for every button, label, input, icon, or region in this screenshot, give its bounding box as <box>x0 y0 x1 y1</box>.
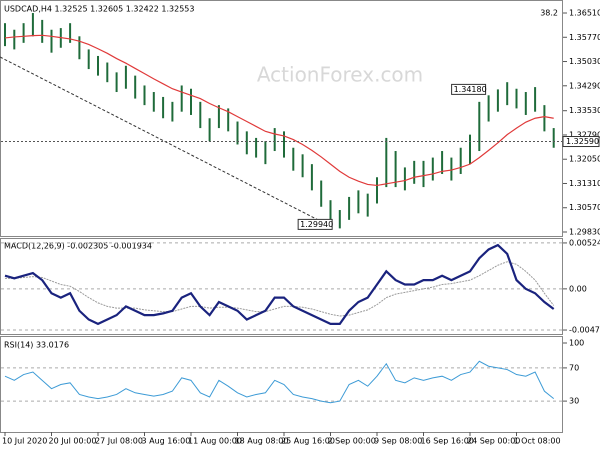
annotation: 1.34180 <box>454 85 487 94</box>
x-tick-label: 16 Sep 16:00 <box>421 437 474 446</box>
x-tick-label: 25 Aug 16:00 <box>281 437 335 446</box>
x-tick-label: 2 Sep 00:00 <box>328 437 376 446</box>
x-tick-label: 18 Aug 08:00 <box>235 437 289 446</box>
current-price-box <box>562 136 600 148</box>
y-tick-label: 1.30570 <box>569 203 600 212</box>
macd-panel <box>0 238 563 335</box>
y-tick-label: 30 <box>569 397 579 406</box>
moving-average <box>4 34 554 187</box>
y-tick-label: 1.32050 <box>569 155 600 164</box>
y-tick-label: 1.29830 <box>569 228 600 237</box>
y-tick-label: 1.33530 <box>569 106 600 115</box>
x-tick-label: 1 Oct 08:00 <box>514 437 561 446</box>
y-tick-label: -0.0047 <box>569 326 600 335</box>
annotation-box <box>451 83 487 95</box>
level-marker: 38.2 <box>540 9 558 18</box>
annotation: 1.29940 <box>300 220 333 229</box>
rsi-panel <box>0 336 563 433</box>
x-tick-label: 10 Jul 2020 <box>2 437 47 446</box>
rsi-line <box>4 360 555 404</box>
y-tick-label: 1.36510 <box>569 9 600 18</box>
watermark: ActionForex.com <box>257 63 423 87</box>
y-tick-label: 1.34290 <box>569 81 600 90</box>
y-tick-label: 1.35030 <box>569 57 600 66</box>
macd-title: MACD(12,26,9) -0.002305 -0.001934 <box>4 242 152 251</box>
x-tick-label: 24 Sep 00:00 <box>467 437 520 446</box>
y-tick-label: 0.00 <box>569 284 587 293</box>
header: USDCAD,H4 1.32525 1.32605 1.32422 1.3255… <box>4 5 194 14</box>
y-tick-label: 70 <box>569 363 579 372</box>
y-tick-label: 100 <box>569 339 584 348</box>
y-tick-label: 1.32790 <box>569 130 600 139</box>
x-tick-label: 3 Aug 16:00 <box>142 437 191 446</box>
rsi-title: RSI(14) 33.0176 <box>4 341 69 350</box>
x-tick-label: 9 Sep 08:00 <box>374 437 422 446</box>
x-tick-label: 27 Jul 08:00 <box>95 437 143 446</box>
annotation-box <box>297 218 333 230</box>
y-tick-label: 1.31310 <box>569 179 600 188</box>
price-panel <box>0 0 563 237</box>
x-tick-label: 11 Aug 00:00 <box>188 437 242 446</box>
current-price: 1.32590 <box>566 137 599 146</box>
macd-line <box>5 261 555 317</box>
y-tick-label: 0.005245 <box>569 238 600 247</box>
y-tick-label: 1.35770 <box>569 33 600 42</box>
x-tick-label: 20 Jul 00:00 <box>49 437 97 446</box>
macd-line <box>4 243 555 326</box>
